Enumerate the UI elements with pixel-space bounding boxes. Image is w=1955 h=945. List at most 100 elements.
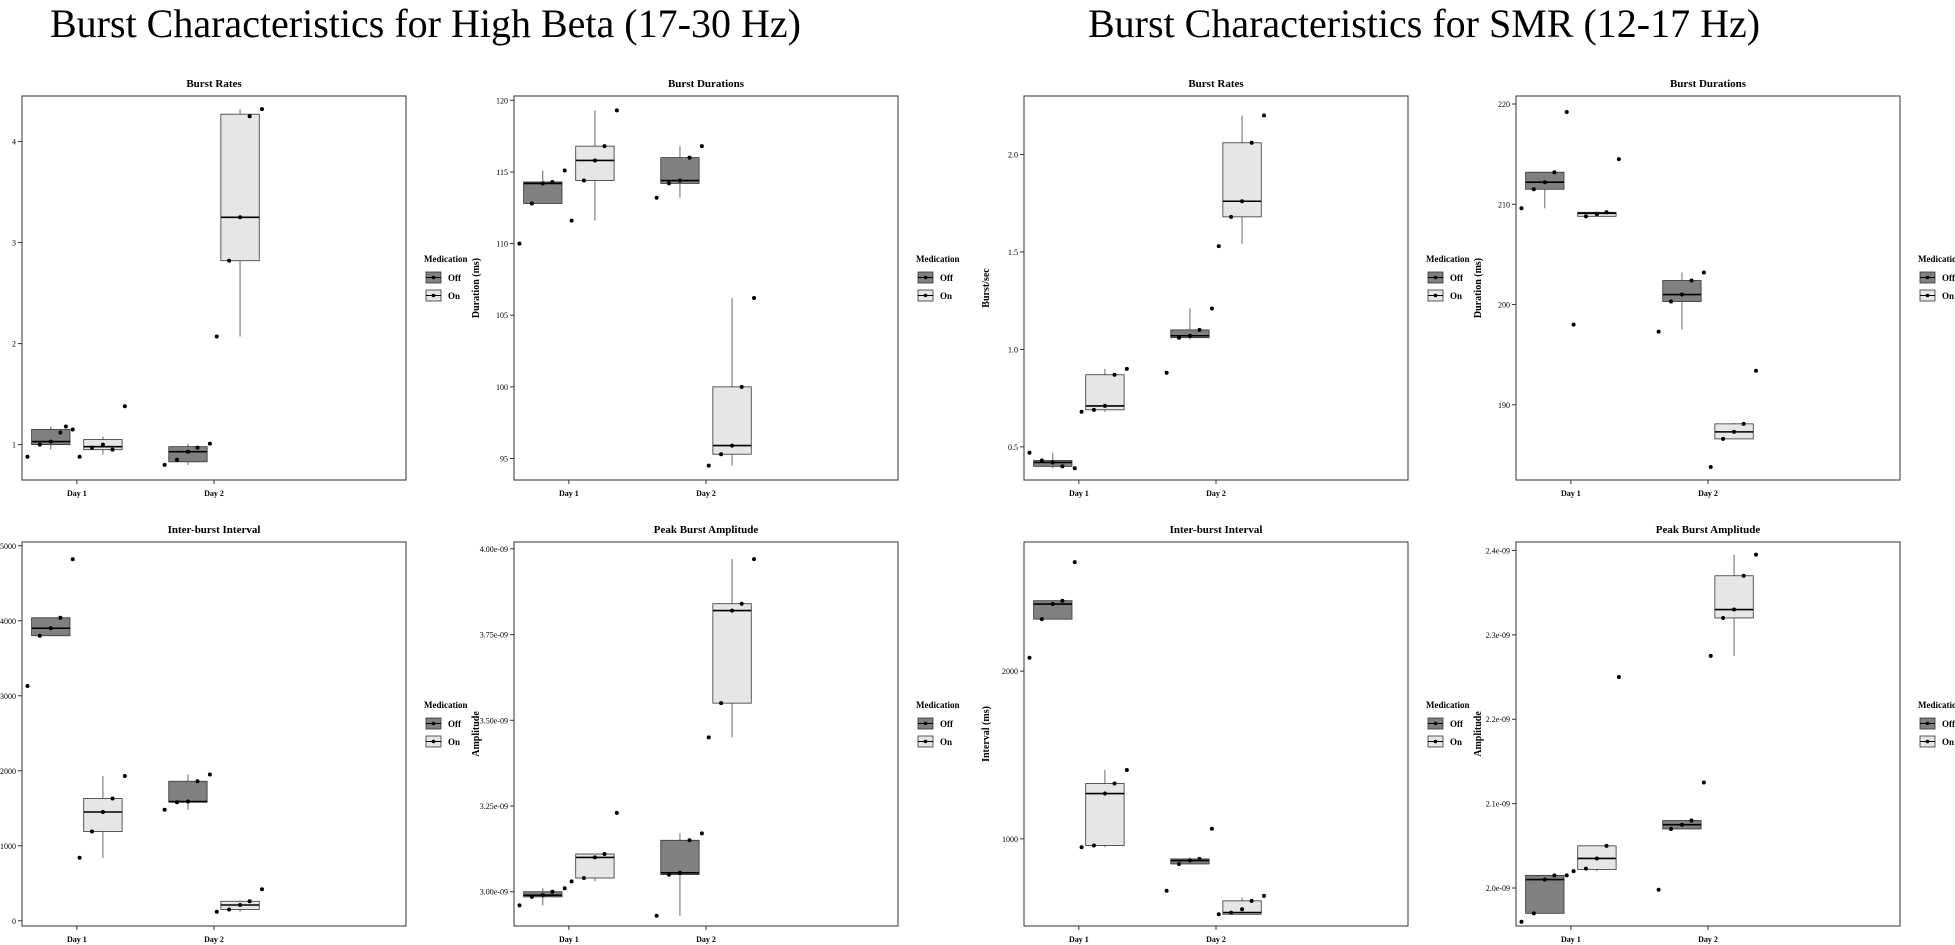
x-tick-label: Day 2: [696, 935, 716, 944]
y-tick-label: 2.0: [1008, 150, 1018, 159]
data-point: [48, 626, 53, 631]
y-tick-label: 0: [12, 917, 16, 926]
data-point: [1176, 861, 1181, 866]
data-point: [1604, 843, 1609, 848]
data-point: [562, 168, 567, 173]
x-tick-label: Day 1: [559, 489, 579, 498]
data-point: [1197, 327, 1202, 332]
legend-swatch-point: [1925, 275, 1930, 280]
data-point: [25, 684, 30, 688]
data-point: [1708, 464, 1713, 469]
legend-title: Medication: [1918, 700, 1955, 710]
data-point: [89, 445, 94, 450]
data-point: [1689, 278, 1694, 283]
y-axis-label: Amplitude: [471, 711, 482, 757]
chart-panel-6: Peak Burst Amplitude Amplitude 3.00e-09 3.2…: [471, 524, 960, 944]
data-point: [699, 831, 704, 836]
data-point: [540, 893, 545, 898]
data-point: [602, 852, 607, 856]
y-tick-label: 2.4e-09: [1486, 546, 1510, 555]
data-point: [48, 439, 53, 444]
data-point: [677, 870, 682, 875]
data-point: [1552, 170, 1557, 175]
data-point: [699, 144, 704, 149]
panel-border: [1023, 541, 1409, 927]
y-tick-label: 4.00e-09: [480, 545, 508, 554]
box-on: [712, 603, 752, 704]
legend-title: Medication: [1426, 254, 1470, 264]
x-tick-label: Day 1: [67, 935, 87, 944]
data-point: [1079, 409, 1084, 414]
data-point: [529, 201, 534, 206]
y-tick-label: 4000: [0, 617, 16, 626]
legend-swatch-point: [923, 739, 928, 744]
data-point: [517, 241, 522, 246]
data-point: [63, 424, 68, 429]
legend-title: Medication: [916, 254, 960, 264]
legend-label-off: Off: [940, 273, 954, 283]
x-tick-label: Day 1: [67, 489, 87, 498]
data-point: [1262, 113, 1266, 118]
y-tick-label: 0.5: [1008, 443, 1018, 452]
x-tick-label: Day 2: [1206, 489, 1226, 498]
data-point: [122, 774, 127, 778]
data-point: [1616, 675, 1621, 680]
data-point: [1552, 873, 1557, 878]
data-point: [238, 215, 243, 220]
y-tick-label: 2000: [0, 767, 16, 776]
x-tick-label: Day 1: [1561, 489, 1581, 498]
data-point: [687, 838, 692, 843]
data-point: [1164, 370, 1169, 375]
y-tick-label: 1000: [0, 842, 16, 851]
data-point: [1124, 768, 1129, 773]
data-point: [1027, 450, 1032, 455]
legend-label-on: On: [940, 737, 952, 747]
y-tick-label: 3.25e-09: [480, 802, 508, 811]
data-point: [614, 810, 619, 815]
x-tick-label: Day 1: [1069, 935, 1089, 944]
data-point: [1668, 299, 1673, 304]
data-point: [666, 872, 671, 877]
y-tick-label: 110: [496, 240, 508, 249]
data-point: [677, 178, 682, 183]
legend-label-off: Off: [940, 719, 954, 729]
legend-label-off: Off: [1450, 719, 1464, 729]
y-tick-label: 3.00e-09: [480, 888, 508, 897]
panel-border: [1023, 95, 1409, 481]
data-point: [1741, 421, 1746, 426]
y-axis-label: Duration (ms): [1473, 258, 1484, 318]
y-tick-label: 100: [496, 383, 508, 392]
panel-border: [1515, 541, 1901, 927]
data-point: [1027, 655, 1032, 660]
x-tick-label: Day 2: [204, 489, 224, 498]
data-point: [1262, 893, 1266, 898]
chart-title: Burst Rates: [186, 78, 242, 90]
legend-title: Medication: [424, 700, 468, 710]
data-point: [70, 427, 75, 432]
legend-title: Medication: [1918, 254, 1955, 264]
chart-panel-3: Burst Rates Burst/sec 0.5 1.0 1.5 2.0 Day 1 Day…: [981, 78, 1470, 498]
y-tick-label: 1: [12, 441, 16, 450]
data-point: [581, 178, 586, 183]
data-point: [602, 144, 607, 149]
data-point: [1209, 306, 1214, 311]
data-point: [1668, 826, 1673, 831]
data-point: [654, 913, 659, 918]
data-point: [1583, 214, 1588, 219]
y-tick-label: 2.2e-09: [1486, 715, 1510, 724]
data-point: [1542, 180, 1547, 185]
chart-panel-8: Peak Burst Amplitude Amplitude 2.0e-09 2.1e…: [1473, 524, 1955, 944]
x-tick-label: Day 1: [1561, 935, 1581, 944]
box-on: [83, 798, 123, 832]
data-point: [739, 601, 744, 606]
data-point: [550, 889, 555, 894]
data-point: [752, 296, 756, 301]
data-point: [122, 404, 127, 409]
data-point: [719, 701, 724, 706]
data-point: [1604, 210, 1609, 215]
chart-panel-4: Burst Durations Duration (ms) 190 200 210 220…: [1473, 78, 1955, 498]
data-point: [1754, 552, 1758, 557]
data-point: [1531, 187, 1536, 192]
